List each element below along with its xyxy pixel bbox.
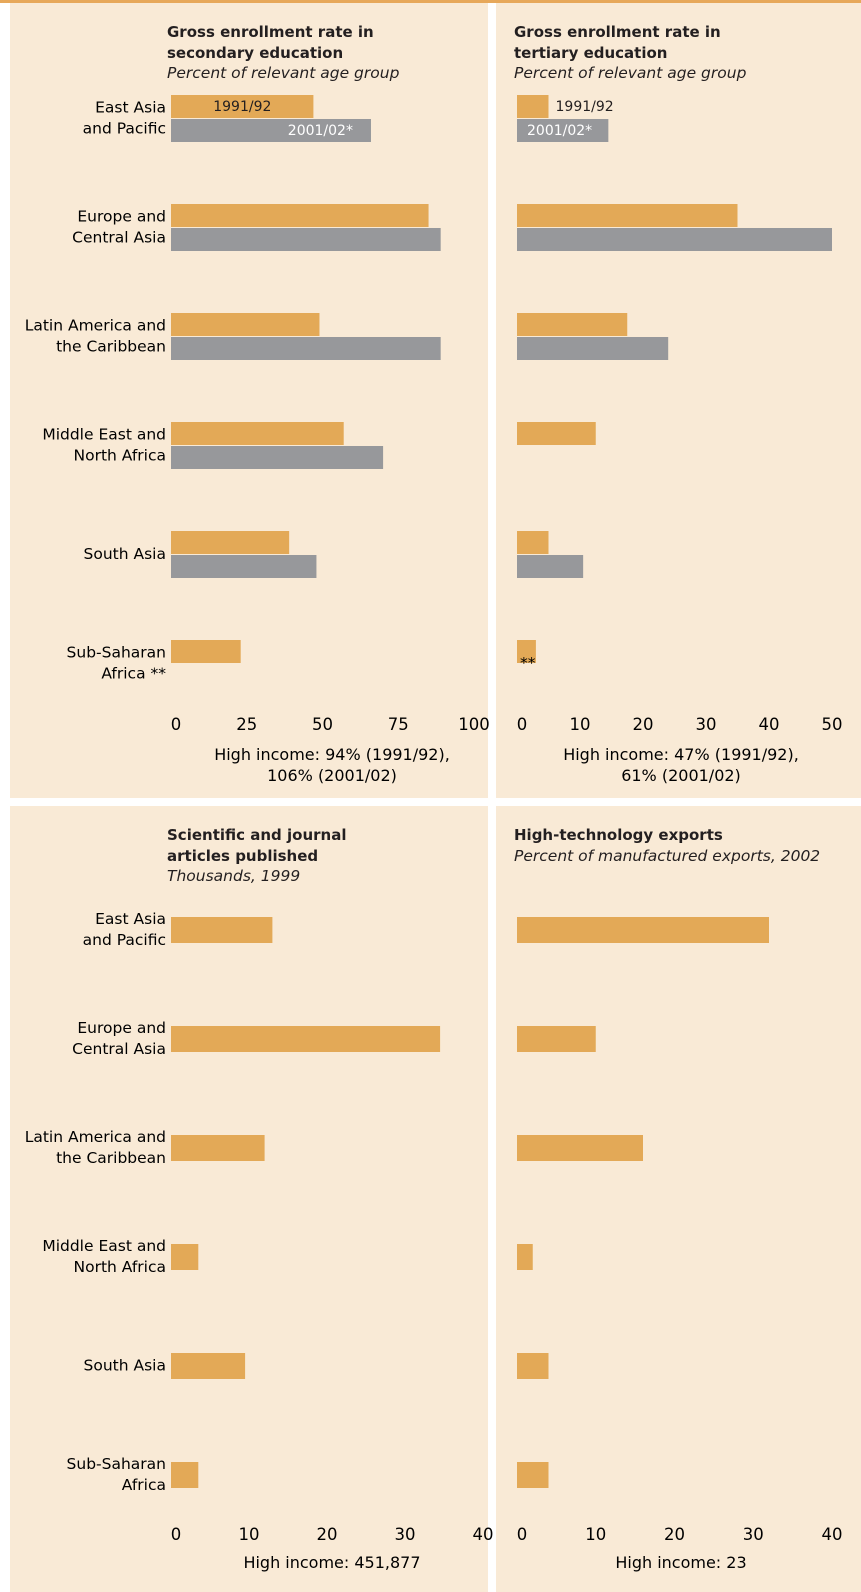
category-label-c3-r6: Sub-Saharan — [67, 1455, 166, 1473]
tick-label-c2-2: 10 — [570, 715, 591, 734]
category-label-c2-r6: ** — [520, 654, 536, 672]
category-label-c3-r4: Middle East and — [42, 1237, 166, 1255]
legend-label-series2: 2001/02* — [288, 123, 353, 139]
tick-label-c2-6: 50 — [822, 715, 843, 734]
bar-c2-series1-r6 — [517, 640, 536, 663]
tick-label-c2-4: 30 — [696, 715, 717, 734]
bar-c2-series1-r5 — [517, 531, 549, 554]
tick-label-c4-5: 40 — [822, 1525, 843, 1544]
bar-c3-series1-r5 — [171, 1353, 246, 1379]
bar-c4-series1-r5 — [517, 1353, 549, 1379]
bar-c1-series2-r2 — [171, 228, 441, 251]
tick-label-c4-1: 0 — [517, 1525, 528, 1544]
bar-c1-series2-r1 — [171, 119, 371, 142]
bar-c2-series2-r5 — [517, 555, 584, 578]
tick-label-c1-4: 75 — [388, 715, 409, 734]
tick-label-c4-4: 30 — [743, 1525, 764, 1544]
tick-label-c4-3: 20 — [664, 1525, 685, 1544]
bar-c2-series2-r3 — [517, 337, 669, 360]
category-label-c1-r1: and Pacific — [83, 120, 166, 138]
tick-label-c3-2: 10 — [239, 1525, 260, 1544]
category-label-c3-r5: South Asia — [84, 1357, 166, 1375]
bar-c2-series2-r2 — [517, 228, 832, 251]
note-c1-1: High income: 94% (1991/92), — [214, 745, 450, 764]
bar-c1-series1-r6 — [171, 640, 241, 663]
tick-label-c2-1: 0 — [517, 715, 528, 734]
chart-2-subtitle: Percent of relevant age group — [514, 64, 747, 82]
category-label-c3-r4: North Africa — [74, 1258, 167, 1276]
bar-c1-series2-r5 — [171, 555, 317, 578]
bar-c2-series1-r2 — [517, 204, 738, 227]
bar-c2-series1-r3 — [517, 313, 628, 336]
bar-c1-series1-r3 — [171, 313, 320, 336]
bar-c3-series1-r3 — [171, 1135, 265, 1161]
bar-c1-series1-r5 — [171, 531, 290, 554]
bar-c4-series1-r3 — [517, 1135, 643, 1161]
category-label-c1-r2: Europe and — [77, 208, 166, 226]
chart-3-subtitle: Thousands, 1999 — [167, 867, 301, 885]
chart-4-title: High-technology exports — [514, 826, 723, 844]
category-label-c3-r1: East Asia — [95, 910, 166, 928]
tick-label-c1-1: 0 — [171, 715, 182, 734]
bar-c3-series1-r4 — [171, 1244, 199, 1270]
bar-c1-series2-r3 — [171, 337, 441, 360]
legend-label-series2: 2001/02* — [527, 123, 592, 139]
bar-c4-series1-r2 — [517, 1026, 596, 1052]
bar-c4-series1-r4 — [517, 1244, 533, 1270]
tick-label-c1-2: 25 — [236, 715, 257, 734]
category-label-c3-r3: Latin America and — [25, 1128, 166, 1146]
bar-c2-series1-r1 — [517, 95, 549, 118]
chart-2-title: Gross enrollment rate in tertiary educat… — [514, 23, 721, 62]
category-label-c3-r2: Central Asia — [72, 1040, 166, 1058]
chart-3-title: Scientific and journal articles publishe… — [167, 826, 347, 865]
bar-c1-series1-r4 — [171, 422, 344, 445]
legend-label-series1: 1991/92 — [213, 99, 271, 115]
category-label-c1-r3: Latin America and — [25, 317, 166, 335]
bar-c3-series1-r2 — [171, 1026, 441, 1052]
note-c1-2: 106% (2001/02) — [267, 766, 397, 785]
note-c2-1: High income: 47% (1991/92), — [563, 745, 799, 764]
bar-c2-series2-r1 — [517, 119, 609, 142]
tick-label-c2-5: 40 — [759, 715, 780, 734]
category-label-c3-r6: Africa — [122, 1476, 166, 1494]
category-label-c1-r4: North Africa — [74, 447, 167, 465]
tick-label-c3-5: 40 — [473, 1525, 494, 1544]
tick-label-c3-3: 20 — [317, 1525, 338, 1544]
tick-label-c1-5: 100 — [458, 715, 490, 734]
bar-c3-series1-r1 — [171, 917, 273, 943]
note-c3-1: High income: 451,877 — [243, 1553, 420, 1572]
chart-4-subtitle: Percent of manufactured exports, 2002 — [514, 847, 821, 865]
legend-label-series1: 1991/92 — [556, 99, 614, 115]
category-label-c1-r4: Middle East and — [42, 426, 166, 444]
category-label-c1-r1: East Asia — [95, 99, 166, 117]
category-label-c1-r5: South Asia — [84, 545, 166, 563]
bar-c4-series1-r1 — [517, 917, 769, 943]
category-label-c1-r6: Sub-Saharan — [67, 644, 166, 662]
tick-label-c1-3: 50 — [312, 715, 333, 734]
category-label-c3-r1: and Pacific — [83, 931, 166, 949]
top-rule — [0, 0, 861, 3]
tick-label-c3-1: 0 — [171, 1525, 182, 1544]
category-label-c1-r2: Central Asia — [72, 229, 166, 247]
category-label-c1-r6: Africa ** — [101, 665, 166, 683]
note-c4-1: High income: 23 — [615, 1553, 746, 1572]
category-label-c3-r2: Europe and — [77, 1019, 166, 1037]
bar-c2-series1-r4 — [517, 422, 596, 445]
bar-c1-series1-r1 — [171, 95, 314, 118]
note-c2-2: 61% (2001/02) — [621, 766, 741, 785]
tick-label-c3-4: 30 — [395, 1525, 416, 1544]
category-label-c1-r3: the Caribbean — [56, 338, 166, 356]
tick-label-c2-3: 20 — [633, 715, 654, 734]
bar-c3-series1-r6 — [171, 1462, 199, 1488]
bar-c1-series2-r4 — [171, 446, 384, 469]
bar-c4-series1-r6 — [517, 1462, 549, 1488]
chart-1-title: Gross enrollment rate in secondary educa… — [167, 23, 374, 62]
bar-c1-series1-r2 — [171, 204, 429, 227]
tick-label-c4-2: 10 — [585, 1525, 606, 1544]
category-label-c3-r3: the Caribbean — [56, 1149, 166, 1167]
chart-1-subtitle: Percent of relevant age group — [167, 64, 400, 82]
